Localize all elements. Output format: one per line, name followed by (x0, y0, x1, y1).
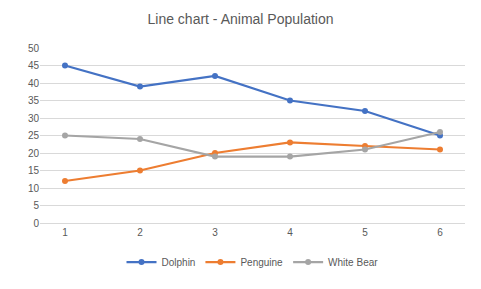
svg-text:0: 0 (33, 218, 39, 229)
svg-text:2: 2 (137, 227, 143, 238)
svg-text:Dolphin: Dolphin (162, 257, 196, 268)
svg-text:50: 50 (28, 43, 40, 54)
svg-text:1: 1 (62, 227, 68, 238)
svg-text:6: 6 (437, 227, 443, 238)
svg-text:5: 5 (33, 200, 39, 211)
svg-text:10: 10 (28, 183, 40, 194)
svg-text:45: 45 (28, 60, 40, 71)
svg-text:30: 30 (28, 113, 40, 124)
svg-text:Penguine: Penguine (240, 257, 283, 268)
svg-text:20: 20 (28, 148, 40, 159)
svg-text:4: 4 (287, 227, 293, 238)
svg-text:35: 35 (28, 95, 40, 106)
svg-text:White Bear: White Bear (328, 257, 378, 268)
svg-text:5: 5 (362, 227, 368, 238)
svg-text:25: 25 (28, 130, 40, 141)
svg-text:15: 15 (28, 165, 40, 176)
svg-text:3: 3 (212, 227, 218, 238)
svg-text:Line chart - Animal Population: Line chart - Animal Population (148, 11, 334, 27)
svg-text:40: 40 (28, 78, 40, 89)
